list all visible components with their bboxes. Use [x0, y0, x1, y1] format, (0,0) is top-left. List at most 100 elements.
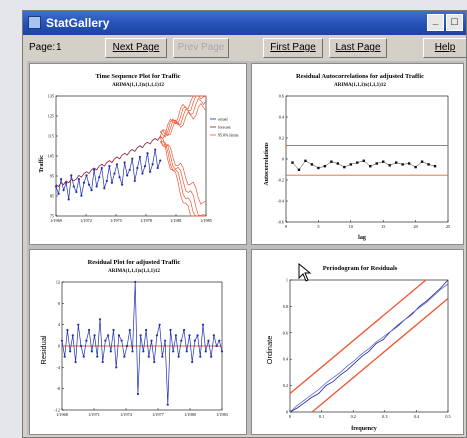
time-sequence-chart: Time Sequence Plot for Traffic ARIMA(1,1… — [39, 73, 239, 223]
residual-point — [74, 360, 77, 364]
y-tick-label: 0.6 — [283, 330, 288, 335]
y-axis-label: Traffic — [39, 155, 45, 173]
actual-point — [123, 161, 126, 164]
x-tick-label: 1/1983 — [216, 412, 228, 417]
plot-frame — [285, 95, 449, 223]
confidence-limit-line — [311, 297, 449, 413]
x-tick-label: 0.4 — [414, 414, 420, 419]
residual-point — [166, 403, 169, 406]
residual-point — [96, 355, 99, 358]
statgallery-window: StatGallery _ □ Page: 1 Next Page Prev P… — [22, 10, 467, 438]
autocorrelation-point — [356, 161, 359, 164]
residual-point — [136, 392, 140, 396]
mouse-cursor-icon — [298, 263, 312, 282]
last-page-button[interactable]: Last Page — [329, 38, 387, 58]
y-tick-label: 4 — [58, 322, 61, 327]
autocorrelation-panel[interactable]: Residual Autocorrelations for adjusted T… — [251, 63, 464, 245]
residual-point — [220, 350, 224, 353]
maximize-icon: □ — [451, 16, 458, 28]
actual-point — [90, 189, 93, 192]
y-tick-label: -0.4 — [277, 199, 285, 204]
residual-point — [150, 339, 153, 342]
actual-point — [87, 183, 91, 186]
y-axis-label: Autocorrelations — [264, 142, 270, 186]
x-tick-label: 10 — [349, 224, 353, 229]
autocorrelation-point — [388, 164, 391, 167]
actual-point — [148, 170, 152, 173]
residual-point — [163, 339, 167, 342]
y-tick-label: 95 — [50, 174, 54, 179]
actual-point — [110, 181, 114, 184]
actual-point — [121, 183, 124, 186]
x-tick-label: 20 — [414, 224, 418, 229]
autocorrelation-point — [317, 166, 320, 170]
residual-point — [174, 334, 177, 337]
residual-point — [98, 318, 102, 321]
actual-point — [159, 159, 162, 162]
y-tick-label: 0 — [282, 157, 284, 162]
actual-point — [146, 152, 149, 155]
actual-point — [80, 194, 83, 197]
maximize-button[interactable]: □ — [446, 14, 463, 31]
confidence-limit-line — [289, 279, 427, 395]
residual-point — [161, 355, 164, 358]
residual-point — [63, 355, 66, 358]
actual-point — [62, 189, 65, 192]
prev-page-button[interactable]: Prev Page — [173, 38, 229, 58]
autocorrelation-point — [433, 165, 437, 168]
y-tick-label: 0 — [286, 410, 288, 415]
minimize-button[interactable]: _ — [427, 14, 444, 31]
y-axis-label: Ordinate — [265, 336, 274, 365]
app-icon — [28, 16, 41, 29]
chart-subtitle: ARIMA(1,1,1)x(1,1,1)12 — [108, 269, 160, 274]
x-tick-label: 0.5 — [445, 414, 450, 419]
y-tick-label: 135 — [48, 94, 54, 99]
residual-point — [109, 350, 112, 353]
residual-plot-chart: Residual Plot for adjusted Traffic ARIMA… — [39, 259, 228, 417]
residual-point — [117, 334, 121, 337]
residual-point — [212, 334, 215, 337]
actual-point — [54, 185, 58, 188]
actual-point — [85, 174, 88, 177]
chart-subtitle: ARIMA(1,1,1)x(1,1,1)12 — [112, 83, 164, 88]
legend-label: forecast — [218, 125, 232, 130]
residual-point — [172, 350, 175, 353]
y-tick-label: 0 — [58, 344, 60, 349]
actual-point — [118, 176, 121, 179]
next-page-button[interactable]: Next Page — [105, 38, 167, 58]
residual-point — [69, 350, 72, 353]
first-page-button[interactable]: First Page — [263, 38, 323, 58]
actual-point — [131, 157, 134, 160]
y-tick-label: -12 — [54, 408, 60, 413]
x-tick-label: 1/1972 — [80, 218, 92, 223]
residual-point — [204, 350, 207, 353]
lower-limit-line — [160, 137, 206, 217]
toolbar: Page: 1 Next Page Prev Page First Page L… — [23, 35, 466, 61]
plot-frame — [55, 95, 207, 217]
residual-point — [147, 355, 150, 358]
x-tick-label: 1/1975 — [110, 218, 122, 223]
y-tick-label: 125 — [48, 114, 54, 119]
x-tick-label: 0.1 — [319, 414, 324, 419]
time-sequence-panel[interactable]: Time Sequence Plot for Traffic ARIMA(1,1… — [29, 63, 247, 245]
residual-point — [201, 323, 205, 326]
residual-point — [193, 339, 196, 342]
x-axis-label: lag — [358, 235, 366, 241]
x-tick-label: 1/1977 — [152, 412, 164, 417]
actual-point — [115, 163, 119, 166]
x-tick-label: 1/1974 — [120, 412, 133, 417]
lower-limit-line — [159, 141, 207, 217]
residual-plot-panel[interactable]: Residual Plot for adjusted Traffic ARIMA… — [29, 249, 247, 435]
residual-point — [191, 360, 194, 364]
y-tick-label: 85 — [50, 194, 54, 199]
residual-point — [153, 360, 156, 364]
residual-point — [123, 355, 126, 358]
autocorrelation-point — [427, 163, 430, 166]
title-bar[interactable]: StatGallery _ □ — [23, 11, 466, 35]
residual-point — [115, 366, 118, 369]
periodogram-panel[interactable]: Periodogram for Residuals Ordinate frequ… — [251, 249, 464, 435]
autocorrelation-point — [336, 162, 340, 165]
forecast-series-line — [55, 136, 161, 188]
help-button[interactable]: Help — [423, 38, 466, 58]
actual-point — [143, 165, 147, 168]
